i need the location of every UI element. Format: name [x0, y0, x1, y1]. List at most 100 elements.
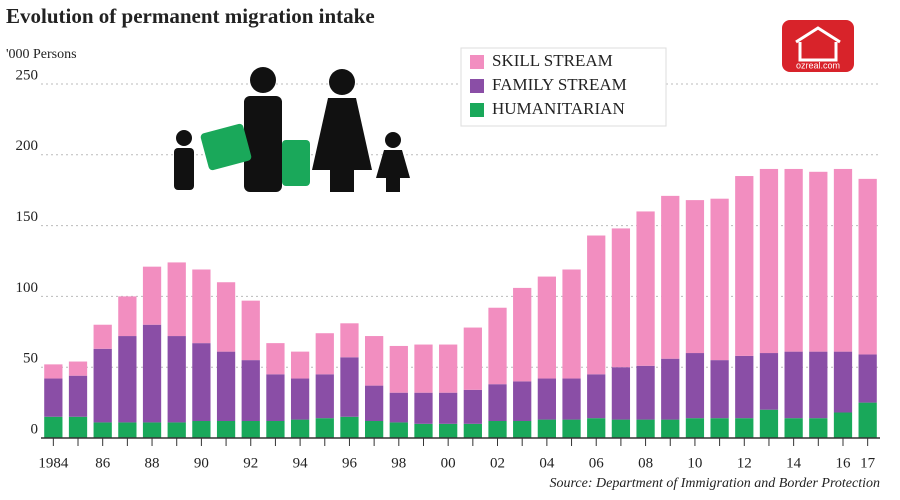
bar-segment [340, 357, 359, 417]
bar-segment [216, 421, 236, 438]
bar-segment [858, 178, 877, 355]
bar-segment [93, 324, 112, 349]
bar-segment [389, 392, 408, 423]
bar-segment [216, 351, 236, 422]
x-tick-label: 94 [293, 455, 309, 471]
bar-segment [784, 418, 803, 438]
bar-segment [192, 269, 211, 344]
bar-segment [315, 374, 334, 419]
bar-segment [365, 385, 384, 422]
bar-segment [661, 195, 680, 359]
bar-segment [290, 351, 310, 379]
bar-segment [562, 378, 581, 420]
logo-text: ozreal.com [796, 60, 840, 70]
chart-title: Evolution of permanent migration intake [6, 4, 375, 28]
bar-segment [833, 168, 853, 352]
bar-segment [562, 269, 581, 379]
bar-segment [414, 423, 433, 438]
y-tick-label: 200 [16, 138, 39, 154]
bar-segment [44, 364, 63, 379]
logo-house [795, 26, 841, 62]
bar-segment [858, 402, 877, 438]
y-tick-label: 50 [23, 351, 38, 367]
bar-segment [587, 418, 606, 438]
bar-segment [537, 419, 556, 438]
bar-segment [488, 307, 507, 385]
bar-segment [685, 353, 705, 419]
bar-segment [537, 276, 556, 379]
x-tick-label: 96 [342, 455, 358, 471]
bar-segment [340, 416, 359, 438]
x-tick-label: 00 [441, 455, 456, 471]
x-tick-label: 90 [194, 455, 209, 471]
bar-segment [44, 378, 63, 417]
bar-segment [636, 211, 655, 366]
bar-segment [710, 360, 729, 419]
x-tick-label: 02 [490, 455, 505, 471]
legend-label: HUMANITARIAN [492, 99, 625, 118]
bar-segment [463, 389, 482, 424]
bar-segment [389, 422, 408, 438]
icon-part [174, 148, 194, 190]
x-tick-label: 12 [737, 455, 752, 471]
icon-part [282, 140, 310, 186]
x-tick-label: 17 [860, 455, 876, 471]
bar-segment [340, 323, 359, 358]
bar-segment [661, 419, 680, 438]
x-tick-label: 88 [145, 455, 160, 471]
bar-segment [93, 422, 112, 438]
x-tick-label: 86 [95, 455, 111, 471]
bar-segment [735, 176, 754, 356]
icon-part [176, 130, 192, 146]
bar-segment [611, 367, 631, 420]
bar-segment [365, 421, 384, 438]
bar-segment [241, 360, 260, 422]
bar-segment [389, 345, 408, 393]
bar-segment [636, 365, 655, 420]
y-tick-label: 250 [16, 67, 39, 83]
bar-segment [118, 336, 137, 423]
icon-part [329, 69, 355, 95]
bar-segment [290, 419, 310, 438]
bar-segment [68, 361, 88, 376]
bar-segment [266, 343, 285, 375]
bar-segment [809, 418, 828, 438]
bar-segment [833, 412, 853, 438]
bar-segment [266, 374, 285, 422]
legend-swatch [470, 79, 484, 93]
bar-segment [463, 327, 482, 390]
source: Source: Department of Immigration and Bo… [549, 476, 880, 491]
y-tick-label: 0 [31, 421, 39, 437]
bar-segment [759, 168, 779, 354]
bar-segment [216, 282, 236, 352]
bar-segment [290, 378, 310, 420]
bar-segment [685, 200, 705, 354]
bar-segment [241, 421, 260, 438]
legend-label: FAMILY STREAM [492, 75, 627, 94]
bar-segment [439, 392, 458, 424]
icon-part [200, 123, 252, 171]
bar-segment [118, 296, 137, 337]
x-tick-label: 1984 [38, 455, 69, 471]
bar-segment [759, 353, 779, 410]
icon-part [376, 150, 410, 192]
bar-segment [513, 421, 532, 438]
bar-segment [93, 348, 112, 423]
bar-segment [266, 421, 285, 438]
bar-segment [858, 354, 877, 403]
legend-box [460, 47, 667, 127]
bar-segment [562, 419, 581, 438]
bar-segment [439, 344, 458, 393]
x-tick-label: 92 [243, 455, 258, 471]
bar-segment [68, 416, 88, 438]
bar-segment [611, 419, 631, 438]
bar-segment [537, 378, 556, 420]
x-tick-label: 04 [539, 455, 555, 471]
bar-segment [784, 168, 803, 352]
bar-segment [167, 262, 186, 337]
y-tick-label: 100 [16, 280, 39, 296]
icon-part [312, 98, 372, 192]
bar-segment [488, 384, 507, 422]
